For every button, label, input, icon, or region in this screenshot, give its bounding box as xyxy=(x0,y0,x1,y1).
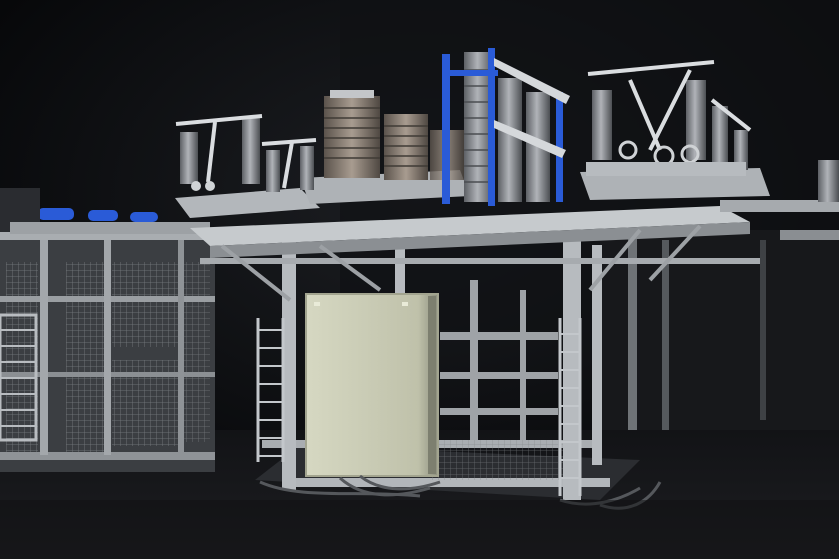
left-module xyxy=(0,188,215,472)
disconnect-switch-left xyxy=(175,114,317,192)
interior-rails xyxy=(440,280,558,440)
breaker-tower xyxy=(442,48,570,206)
control-cabinet xyxy=(305,293,439,477)
ladder-right xyxy=(558,318,582,496)
upper-platform xyxy=(175,168,839,302)
ladder-left xyxy=(256,318,285,462)
floor-reflection xyxy=(0,500,839,559)
disconnect-switch-right xyxy=(586,60,839,202)
